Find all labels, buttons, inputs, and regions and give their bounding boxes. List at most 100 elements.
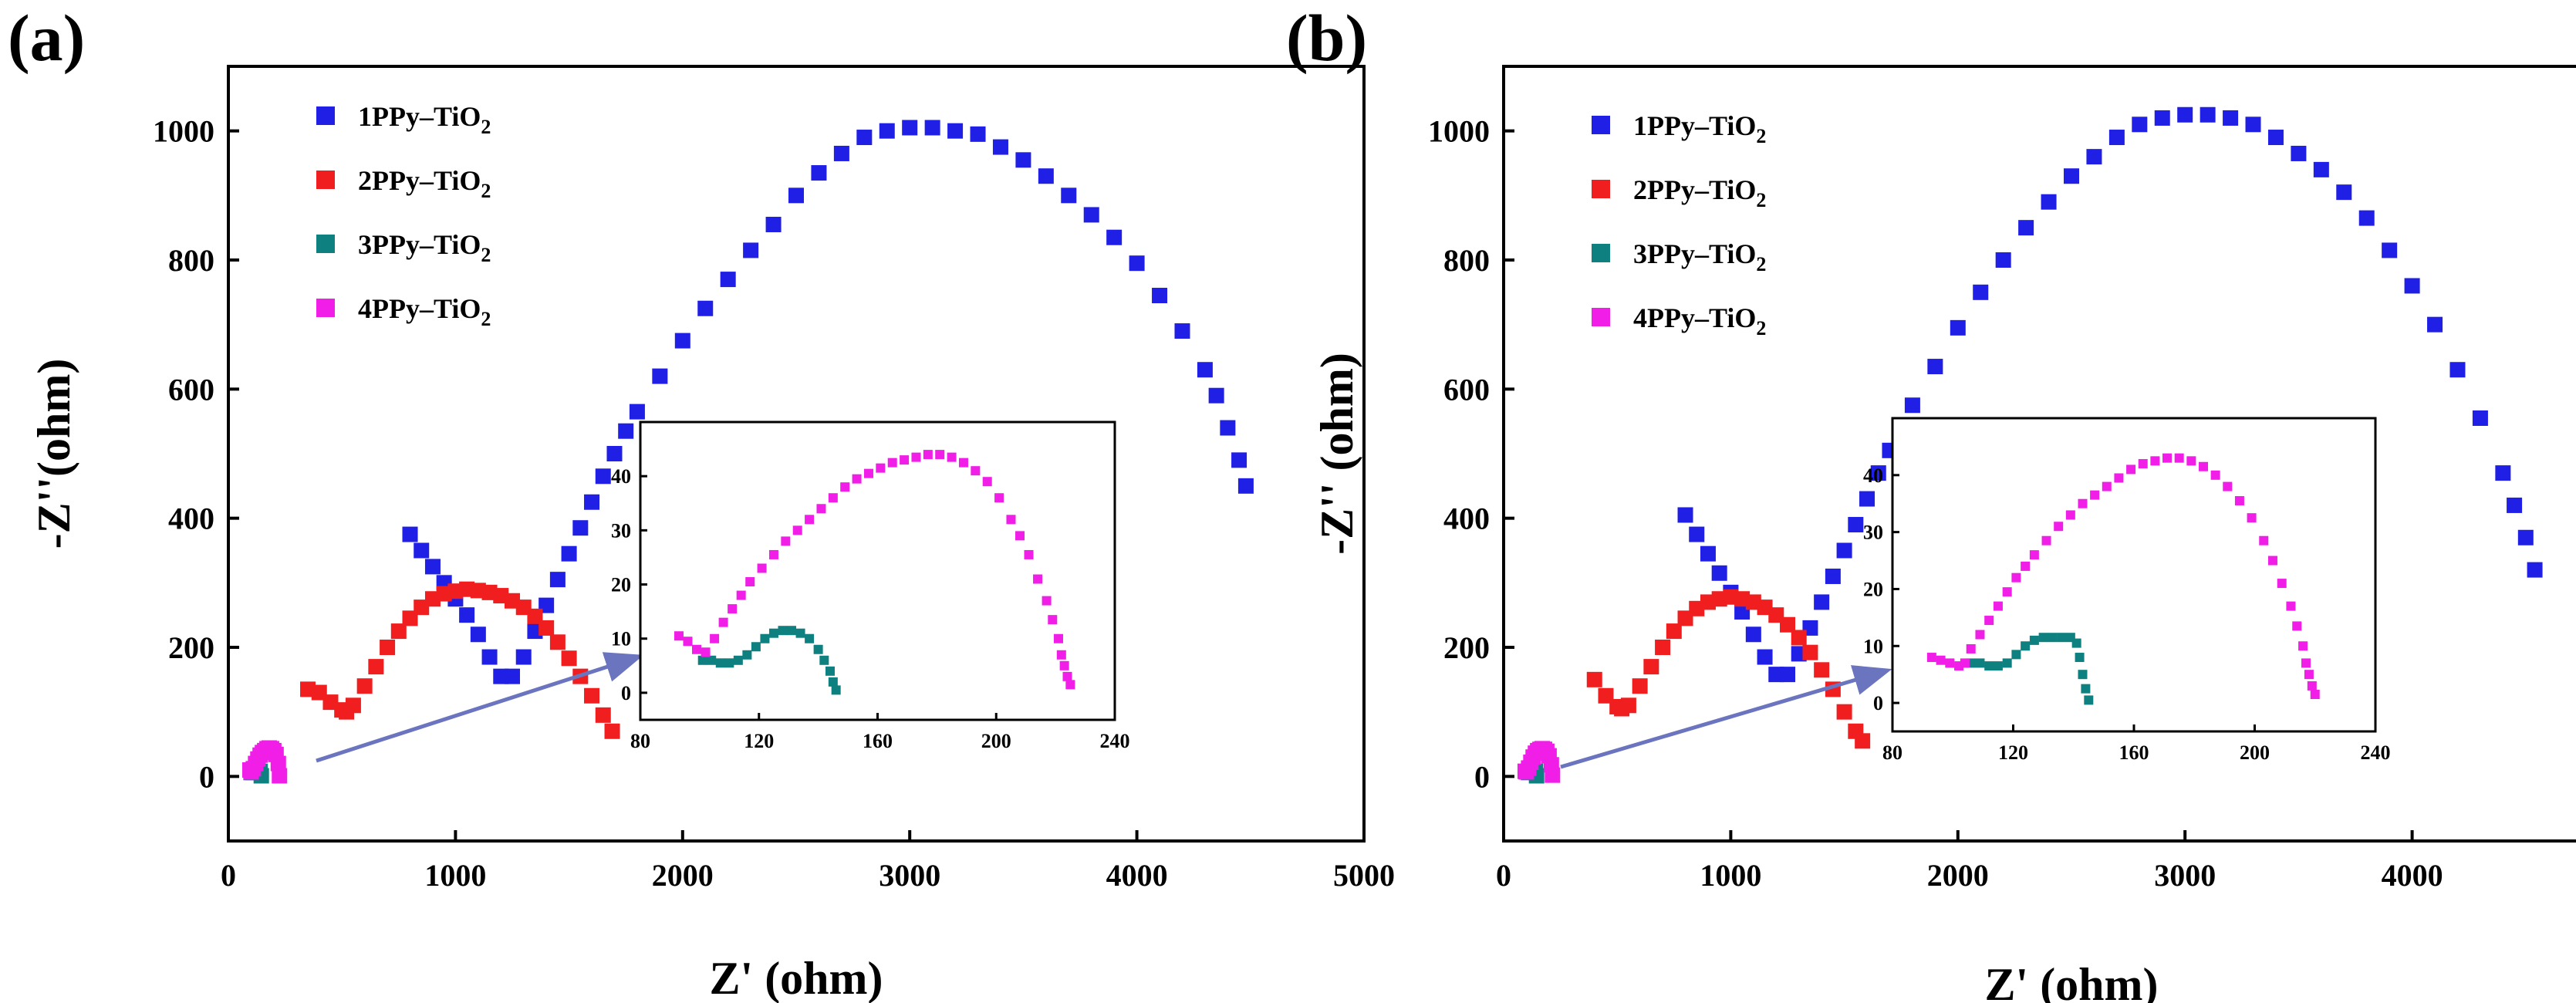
y-tick-label: 600 [1443, 372, 1490, 407]
inset-data-point-3PPy [2048, 633, 2058, 643]
legend-marker-4PPy [1592, 308, 1610, 326]
x-axis-title: Z' (ohm) [710, 953, 883, 1003]
data-point-2PPy [584, 687, 600, 704]
data-point-1PPy [2064, 168, 2079, 184]
data-point-1PPy [2507, 497, 2523, 513]
data-point-2PPy [1836, 704, 1852, 720]
inset-data-point-4PPy [2002, 587, 2012, 597]
inset-data-point-4PPy [1042, 596, 1052, 606]
inset-data-point-3PPy [2057, 633, 2067, 643]
inset-data-point-4PPy [887, 458, 897, 468]
data-point-1PPy [1152, 288, 1168, 304]
y-tick-label: 400 [1443, 502, 1490, 536]
inset-data-point-3PPy [831, 685, 841, 695]
data-point-2PPy [595, 707, 611, 723]
data-point-1PPy [1711, 565, 1727, 581]
inset-y-tick-label: 0 [1873, 692, 1883, 714]
y-axis-title: -Z''(ohm) [29, 359, 79, 549]
legend-label-subscript: 2 [481, 308, 491, 330]
data-point-2PPy [549, 634, 566, 650]
inset-data-point-3PPy [787, 626, 797, 636]
inset-data-point-4PPy [2126, 464, 2136, 474]
inset-data-point-4PPy [1053, 633, 1063, 643]
data-point-1PPy [2472, 410, 2488, 426]
panel-label: (a) [8, 1, 85, 75]
inset-data-point-4PPy [2234, 496, 2244, 506]
data-point-2PPy [527, 608, 543, 624]
data-point-1PPy [1038, 168, 1054, 184]
inset-x-tick-label: 80 [1882, 741, 1902, 764]
inset-data-point-3PPy [805, 633, 815, 643]
data-point-1PPy [505, 668, 520, 684]
inset-data-point-4PPy [1015, 531, 1025, 541]
legend-label-main: 3PPy–TiO [358, 229, 481, 260]
legend-marker-2PPy [1592, 180, 1610, 198]
inset-series-3PPy [1966, 633, 2094, 705]
data-point-1PPy [1700, 545, 1716, 562]
inset-y-tick-label: 20 [611, 574, 631, 596]
data-point-2PPy [1655, 640, 1671, 655]
inset-data-point-4PPy [1062, 671, 1072, 681]
inset-data-point-3PPy [2021, 641, 2031, 651]
data-point-2PPy [1586, 671, 1602, 687]
data-point-1PPy [1174, 323, 1190, 339]
panel-label: (b) [1286, 1, 1367, 75]
inset-data-point-4PPy [2174, 453, 2184, 463]
inset-series-4PPy [1926, 453, 2320, 700]
inset-data-point-3PPy [2002, 658, 2012, 668]
data-point-1PPy [2313, 161, 2329, 177]
inset-data-point-4PPy [2292, 621, 2302, 631]
data-point-1PPy [970, 126, 986, 142]
data-point-2PPy [368, 659, 384, 675]
data-point-1PPy [618, 423, 634, 439]
inset-data-point-4PPy [2301, 658, 2311, 668]
inset-y-tick-label: 10 [611, 628, 631, 650]
y-tick-label: 0 [199, 759, 214, 794]
data-point-1PPy [2267, 130, 2284, 146]
inset-data-point-4PPy [701, 647, 711, 657]
data-point-1PPy [584, 494, 600, 510]
data-point-1PPy [1220, 420, 1236, 436]
inset-data-point-3PPy [768, 628, 778, 638]
inset-data-point-3PPy [778, 626, 788, 636]
inset-data-point-4PPy [2210, 470, 2220, 480]
x-tick-label: 1000 [424, 858, 486, 893]
legend-marker-3PPy [1592, 244, 1610, 262]
legend-label-subscript: 2 [1756, 253, 1766, 275]
legend-marker-2PPy [316, 171, 335, 189]
inset-data-point-4PPy [2029, 550, 2039, 560]
inset-data-point-3PPy [2075, 653, 2085, 663]
inset-data-point-4PPy [2198, 461, 2208, 471]
data-point-1PPy [2154, 110, 2170, 126]
data-point-2PPy [1643, 659, 1659, 675]
inset-data-point-3PPy [2081, 684, 2091, 694]
inset-data-point-4PPy [2307, 680, 2317, 691]
data-point-1PPy [1904, 397, 1920, 414]
inset-data-point-4PPy [2247, 513, 2257, 523]
data-point-1PPy [697, 300, 714, 316]
inset-data-point-4PPy [2138, 459, 2148, 469]
inset-data-point-3PPy [819, 655, 829, 665]
legend-marker-4PPy [316, 299, 335, 317]
inset-data-point-4PPy [674, 631, 684, 641]
data-point-1PPy [2382, 242, 2398, 258]
y-tick-label: 1000 [153, 114, 214, 149]
data-point-1PPy [992, 139, 1008, 155]
inset-y-tick-label: 40 [1863, 464, 1883, 487]
inset-data-point-4PPy [982, 477, 992, 487]
data-point-1PPy [481, 649, 498, 665]
inset-data-point-4PPy [935, 450, 945, 460]
data-point-1PPy [549, 572, 566, 588]
inset-data-point-4PPy [710, 633, 720, 643]
data-point-1PPy [515, 649, 532, 665]
inset-data-point-3PPy [733, 655, 743, 665]
data-point-1PPy [1859, 491, 1875, 507]
inset-y-tick-label: 30 [1863, 522, 1883, 544]
inset-data-point-4PPy [1984, 616, 1994, 626]
y-axis-title: -Z'' (ohm) [1312, 353, 1362, 555]
data-point-1PPy [1689, 526, 1705, 542]
inset-x-tick-label: 80 [630, 730, 650, 752]
inset-data-point-4PPy [1945, 658, 1955, 668]
data-point-2PPy [604, 723, 620, 739]
legend-label-2PPy: 2PPy–TiO2 [358, 165, 491, 202]
